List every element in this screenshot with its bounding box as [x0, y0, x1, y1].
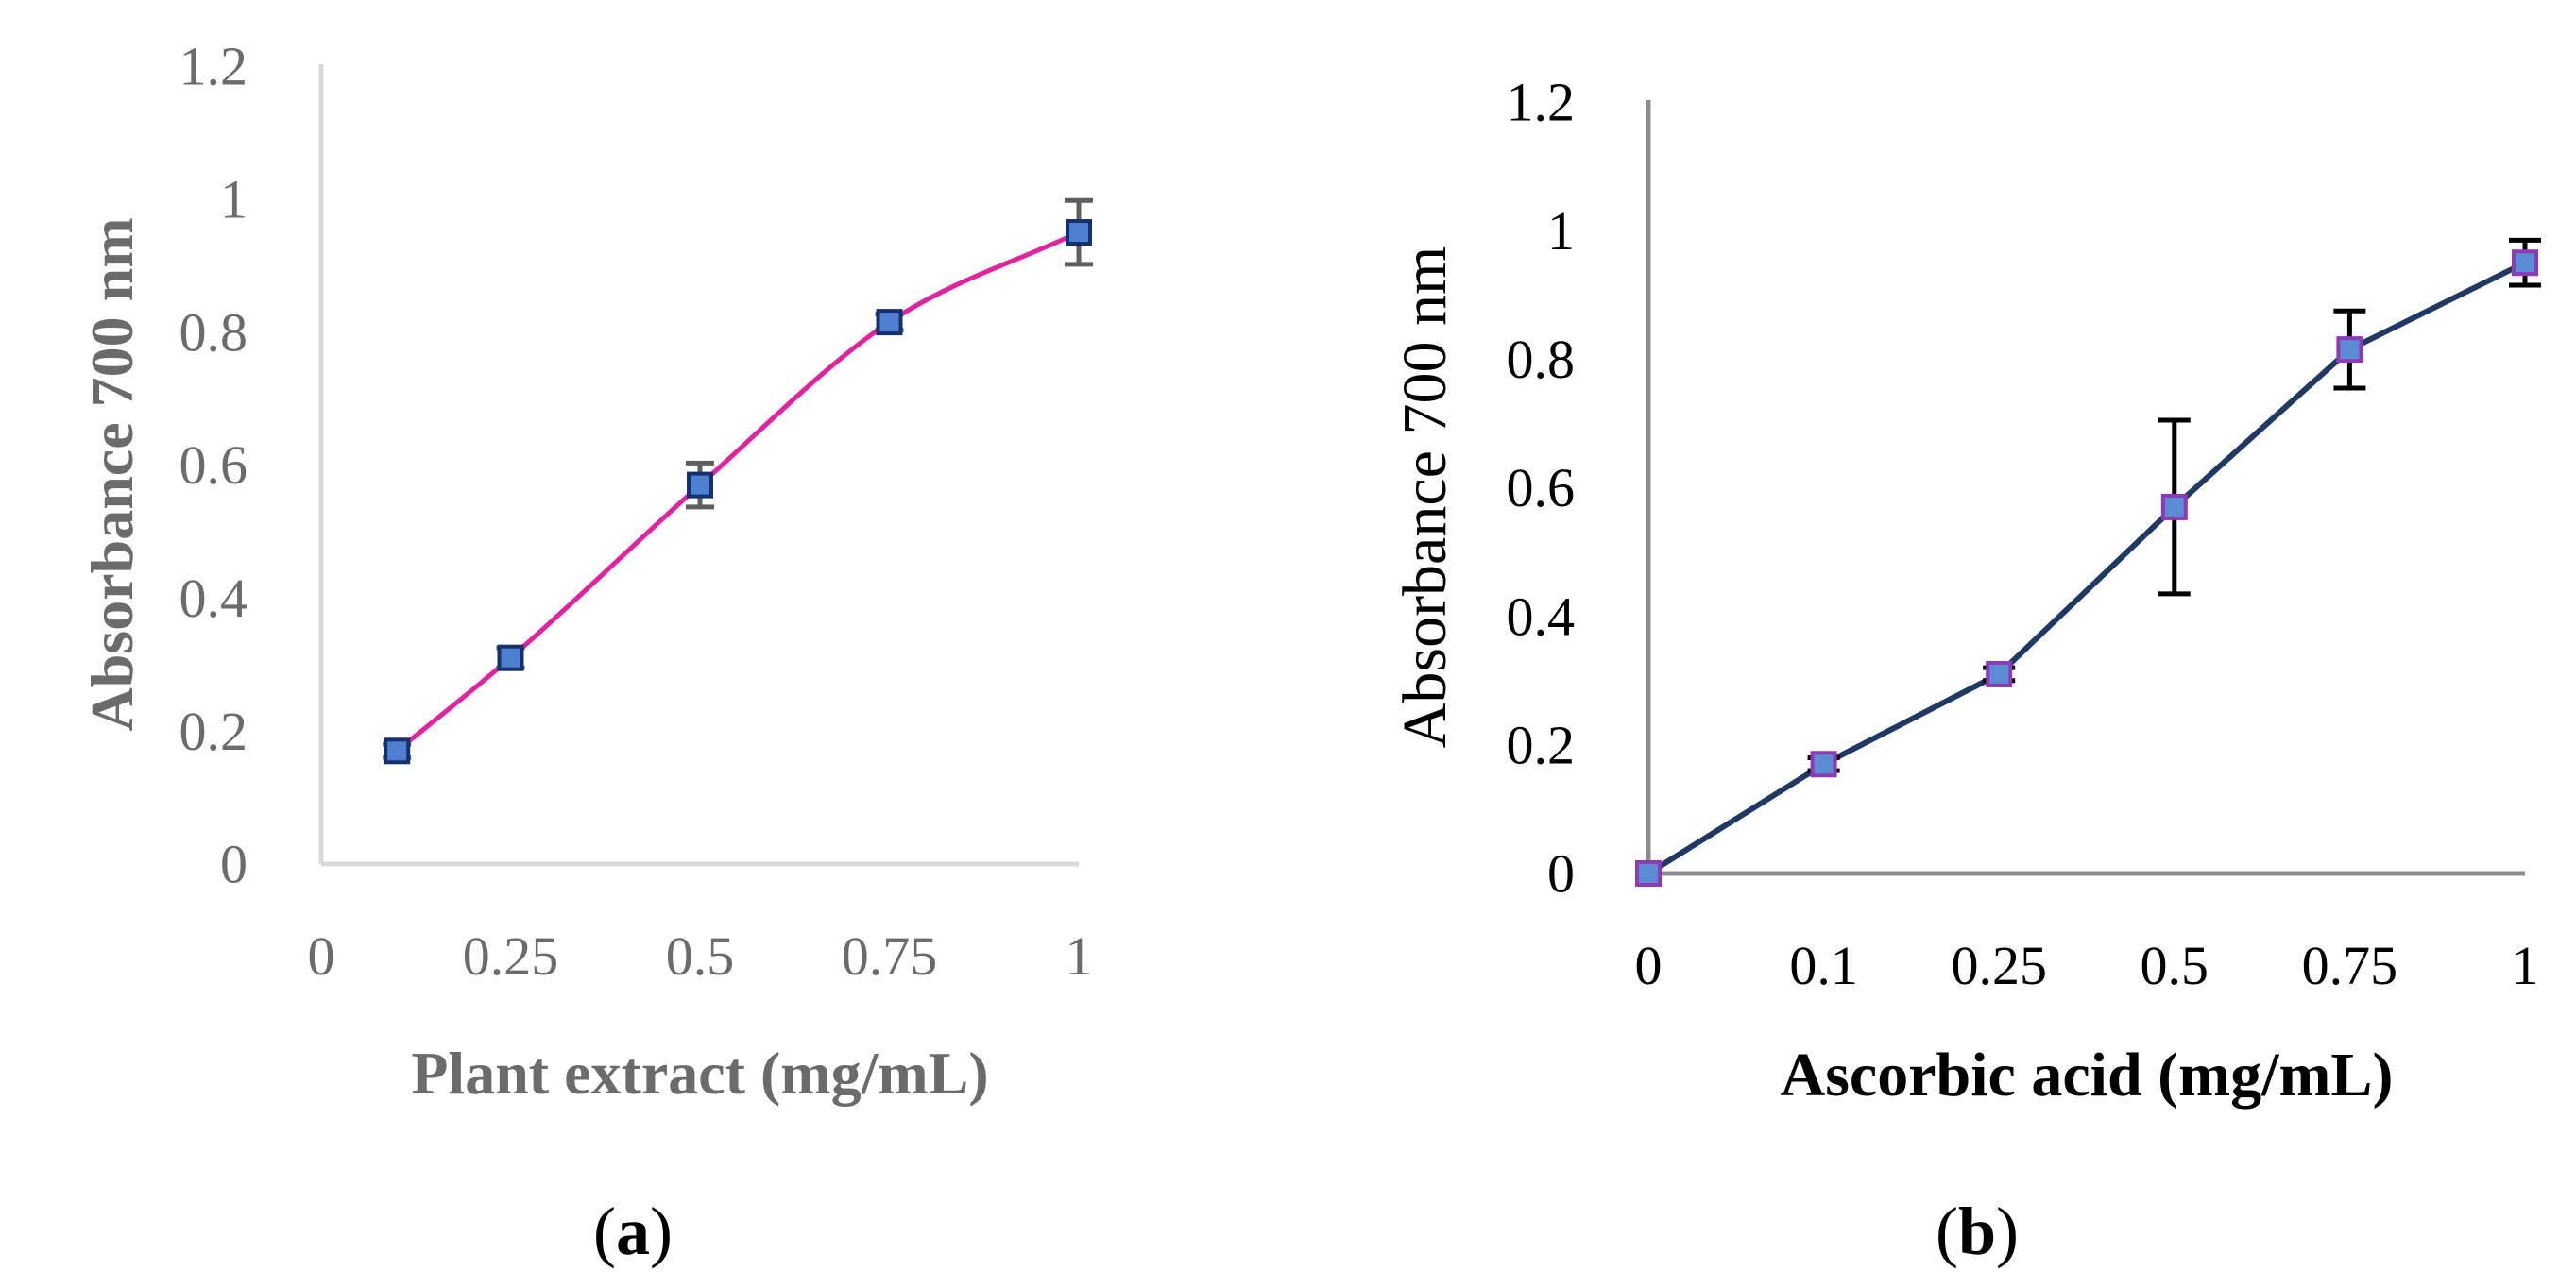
y-tick-label: 0 [220, 834, 247, 895]
y-tick-label: 0.8 [179, 301, 248, 363]
chart-a: 0 0.2 0.4 0.6 0.8 1 1.2 0 0.25 0.5 0.75 1 Absorbance… [78, 36, 1093, 1269]
panel-caption-letter: b [1958, 1194, 1996, 1269]
x-axis-title: Ascorbic acid (mg/mL) [1781, 1041, 2394, 1110]
y-tick-label: 0.8 [1507, 329, 1576, 390]
panel-caption: (a) [593, 1194, 673, 1269]
chart-b: 0 0.2 0.4 0.6 0.8 1 1.2 0 0.1 0.25 0.5 0.75 1 Absorba… [1390, 72, 2541, 1269]
data-point [2160, 493, 2188, 520]
y-tick-label: 0.2 [179, 701, 248, 762]
y-tick-label: 0.4 [179, 568, 248, 629]
x-tick-label: 0.5 [2141, 935, 2209, 996]
x-tick-label: 0.25 [1951, 935, 2047, 996]
y-axis-title: Absorbance 700 nm [78, 217, 145, 731]
x-tick-label: 1 [2512, 935, 2539, 996]
data-point [384, 737, 411, 765]
data-point [497, 644, 524, 671]
x-tick-label: 1 [1066, 925, 1093, 987]
x-tick-label: 0 [1635, 935, 1663, 996]
series-line [394, 229, 1082, 754]
x-axis-title: Plant extract (mg/mL) [411, 1040, 988, 1107]
y-tick-label: 0.2 [1507, 715, 1576, 776]
y-tick-label: 0.6 [179, 434, 248, 496]
x-tick-label: 0.25 [463, 925, 559, 987]
y-tick-label: 1 [220, 169, 247, 230]
x-tick-label: 0.1 [1789, 935, 1858, 996]
x-tick-label: 0.5 [666, 925, 735, 987]
panel-caption: (b) [1936, 1194, 2019, 1269]
y-tick-label: 0.4 [1507, 585, 1576, 647]
y-tick-label: 1.2 [179, 36, 248, 97]
y-tick-label: 1.2 [1507, 72, 1576, 133]
data-point [876, 309, 903, 336]
data-point [2512, 249, 2538, 277]
x-tick-label: 0 [308, 925, 335, 987]
x-tick-label: 0.75 [2302, 935, 2398, 996]
panel-caption-letter: a [616, 1194, 650, 1269]
data-point [1635, 860, 1662, 887]
y-tick-label: 1 [1547, 200, 1575, 262]
y-tick-label: 0.6 [1507, 457, 1576, 518]
data-point [687, 471, 713, 499]
x-tick-label: 0.75 [842, 925, 938, 987]
y-axis-title: Absorbance 700 nm [1390, 246, 1459, 749]
data-point [1066, 219, 1092, 246]
series-line [1646, 260, 2528, 876]
data-point [2336, 336, 2363, 364]
y-tick-label: 0 [1547, 843, 1575, 905]
data-point [1986, 660, 2013, 687]
data-point [1810, 751, 1837, 778]
